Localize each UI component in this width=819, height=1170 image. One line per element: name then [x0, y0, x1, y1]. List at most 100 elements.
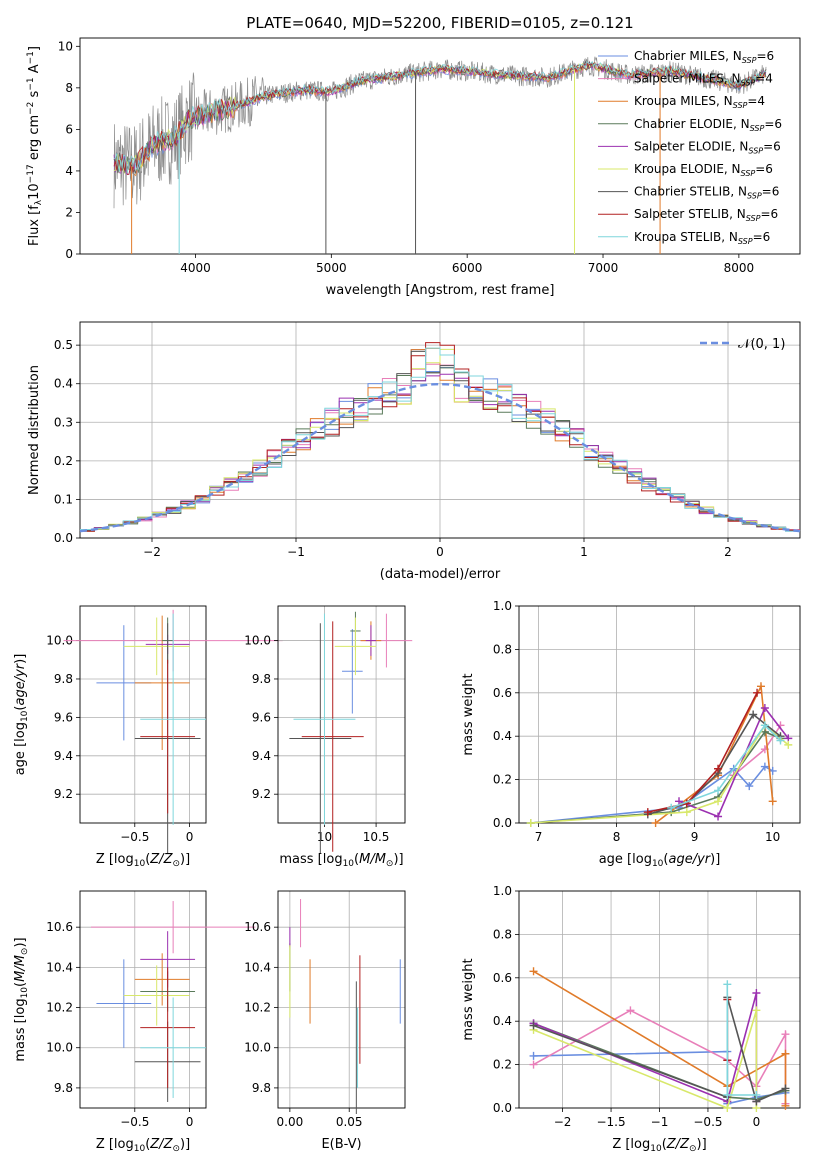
- legend-label-part: =6: [763, 139, 781, 153]
- weight-marker-kroupa_miles: [529, 967, 538, 976]
- age_vs_Z-ylabel-part: (: [13, 706, 28, 711]
- legend-label-part: Salpeter STELIB, N: [634, 207, 746, 221]
- weight-marker-kroupa_elodie: [723, 1104, 732, 1112]
- weight-marker-salpeter_miles: [626, 1006, 635, 1015]
- y-tick-label: 10.0: [244, 1041, 271, 1055]
- y-tick-label: 9.8: [252, 1081, 271, 1095]
- age_vs_Z-ylabel-part: )]: [13, 654, 28, 664]
- y-tick-label: 0.2: [493, 1058, 512, 1072]
- mass_vs_Z-xlabel-part: ⊙: [172, 1144, 180, 1154]
- y-tick-label: 0.1: [54, 492, 73, 506]
- x-tick-label: 10.5: [363, 830, 390, 844]
- weight-marker-kroupa_stelib: [752, 1090, 761, 1099]
- x-tick-label: 7: [535, 830, 543, 844]
- weight-marker-kroupa_elodie: [784, 740, 793, 749]
- weight-marker-salpeter_elodie: [714, 812, 723, 821]
- y-tick-label: 9.2: [252, 787, 271, 801]
- spectrum-legend-label: Salpeter MILES, NSSP=4: [634, 72, 773, 88]
- weight-marker-kroupa_miles: [781, 1049, 790, 1058]
- x-tick-label: 0.00: [277, 1115, 304, 1129]
- y-tick-label: 0.3: [54, 415, 73, 429]
- legend-label-part: Kroupa ELODIE, N: [634, 162, 741, 176]
- weight-line-kroupa_elodie: [533, 1010, 758, 1110]
- x-tick-label: −1.5: [596, 1115, 625, 1129]
- y-tick-label: 9.6: [252, 710, 271, 724]
- x-tick-label: 8: [613, 830, 621, 844]
- spectrum-legend-label: Chabrier ELODIE, NSSP=6: [634, 117, 782, 133]
- legend-label-part: =6: [756, 49, 774, 63]
- plot-frame: [79, 605, 207, 824]
- mass_vs_Z-ylabel-part: )]: [13, 937, 28, 947]
- age_vs_mass-xlabel: mass [log10(M/M⊙)]: [279, 852, 403, 869]
- mass_weight_vs_Z-xlabel-part: Z [log: [612, 1137, 650, 1152]
- y-tick-label: 0.0: [493, 1101, 512, 1115]
- weight-marker-salpeter_stelib: [643, 808, 652, 817]
- x-tick-label: −0.5: [693, 1115, 722, 1129]
- x-tick-label: 4000: [180, 261, 211, 275]
- weight-marker-kroupa_stelib: [723, 980, 732, 989]
- age_vs_Z-ylabel-part: age/yr: [13, 662, 28, 705]
- x-tick-label: 10: [765, 830, 780, 844]
- legend-label-part: =4: [755, 72, 773, 86]
- y-tick-label: 0.4: [493, 1014, 512, 1028]
- weight-marker-kroupa_miles: [768, 797, 777, 806]
- histogram-step-salpeter_stelib: [80, 342, 800, 532]
- residuals-ylabel: Normed distribution: [27, 365, 42, 495]
- age_vs_mass-xlabel-part: mass [log: [279, 852, 342, 867]
- spectrum-ylabel-part: λ: [34, 199, 44, 205]
- y-tick-label: 1.0: [493, 884, 512, 898]
- weight-marker-kroupa_elodie: [714, 797, 723, 806]
- x-tick-label: 0.05: [336, 1115, 363, 1129]
- weight-marker-kroupa_stelib: [714, 786, 723, 795]
- spectrum-legend-label: Salpeter ELODIE, NSSP=6: [634, 139, 781, 155]
- x-tick-label: 1: [580, 545, 588, 559]
- y-tick-label: 8: [65, 81, 73, 95]
- weight-marker-kroupa_miles: [756, 682, 765, 691]
- weight-marker-chabrier_miles: [760, 762, 769, 771]
- plot-frame: [79, 321, 801, 539]
- legend-label-sub: SSP: [733, 101, 748, 110]
- y-tick-label: 9.8: [54, 672, 73, 686]
- chart-age_vs_Z: −0.5 09.29.49.69.810.0Z [log10(Z/Z⊙)]age …: [13, 605, 283, 869]
- spectrum-ylabel-part: erg cm: [27, 115, 42, 164]
- weight-marker-salpeter_stelib: [753, 688, 762, 697]
- spectrum-ylabel-part: ]: [27, 46, 42, 51]
- plot-frame: [277, 605, 406, 824]
- y-tick-label: 9.2: [54, 787, 73, 801]
- y-tick-label: 0.2: [54, 454, 73, 468]
- y-tick-label: 4: [65, 164, 73, 178]
- y-tick-label: 0.6: [493, 971, 512, 985]
- x-tick-label: 10: [317, 830, 332, 844]
- mass_weight_vs_Z-xlabel-part: ⊙: [689, 1144, 697, 1154]
- y-tick-label: 10.4: [244, 960, 271, 974]
- mass_weight_vs_Z-xlabel-part: Z/Z: [666, 1137, 690, 1152]
- mass_vs_Z-ylabel-part: ⊙: [20, 948, 30, 956]
- spectrum-legend-label: Chabrier STELIB, NSSP=6: [634, 185, 779, 201]
- histogram-step-salpeter_elodie: [80, 373, 800, 532]
- mass_weight_vs_age-xlabel-part: age [log: [599, 852, 652, 867]
- mass_weight_vs_age-xlabel-part: 10: [652, 859, 664, 869]
- x-tick-label: 5000: [316, 261, 347, 275]
- residuals-legend-label: 𝒩(0, 1): [738, 337, 785, 352]
- y-tick-label: 0.0: [54, 531, 73, 545]
- normal-reference-curve: [79, 382, 801, 533]
- mass_vs_Z-ylabel-part: (: [13, 982, 28, 987]
- mass_weight_vs_Z-xlabel-part: 10: [650, 1144, 662, 1154]
- x-tick-label: −0.5: [120, 830, 149, 844]
- y-tick-label: 9.6: [54, 710, 73, 724]
- y-tick-label: 10.6: [244, 920, 271, 934]
- spectrum-model-line-salpeter_stelib: [113, 61, 766, 175]
- y-tick-label: 0.6: [493, 686, 512, 700]
- spectrum-model-line-kroupa_stelib: [113, 60, 767, 174]
- weight-marker-chabrier_stelib: [781, 1084, 790, 1093]
- weight-marker-kroupa_stelib: [667, 803, 676, 812]
- x-tick-label: 0: [753, 1115, 761, 1129]
- y-tick-label: 0: [65, 247, 73, 261]
- weight-marker-salpeter_stelib: [714, 764, 723, 773]
- weight-marker-salpeter_elodie: [760, 703, 769, 712]
- weight-marker-kroupa_elodie: [526, 819, 535, 827]
- mass_weight_vs_Z-xlabel-part: (: [662, 1137, 667, 1152]
- legend-label-part: Kroupa MILES, N: [634, 94, 733, 108]
- weight-marker-chabrier_stelib: [749, 710, 758, 719]
- y-tick-label: 9.4: [54, 749, 73, 763]
